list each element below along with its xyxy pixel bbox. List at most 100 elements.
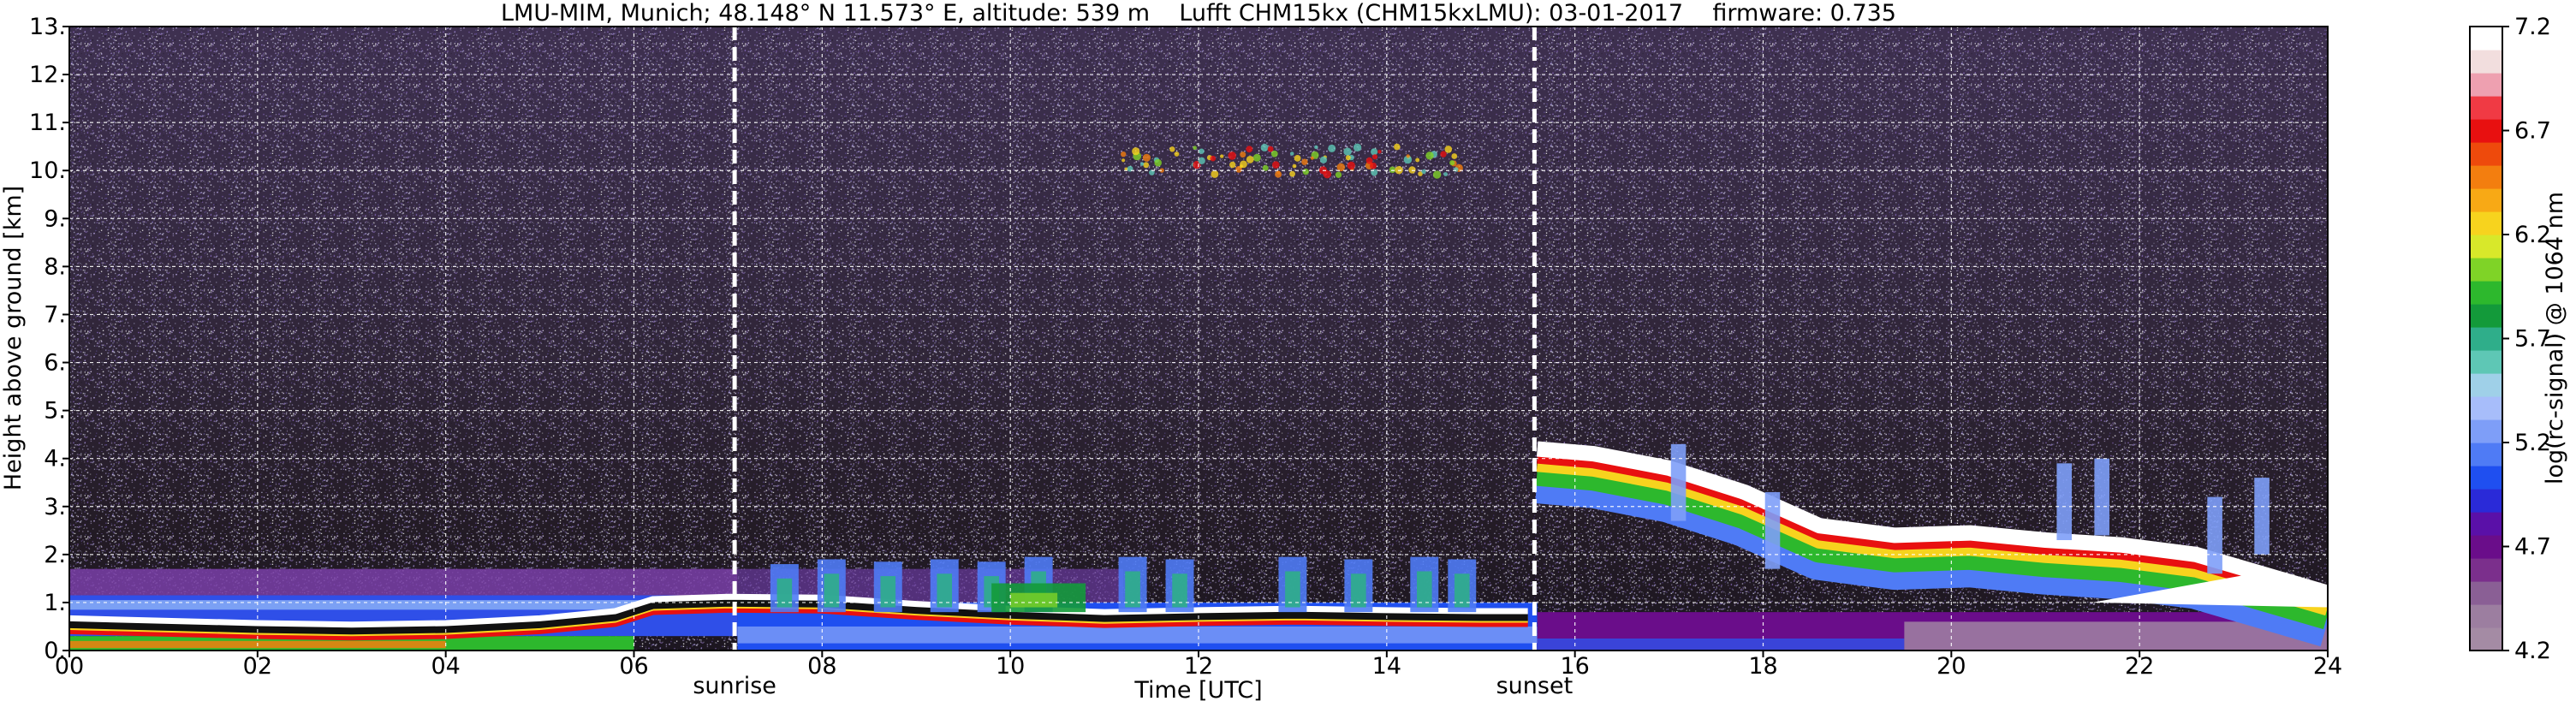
colorbar-segment (2470, 304, 2502, 328)
colorbar-tick-label: 6.2 (2514, 222, 2551, 248)
y-tick-label: 7. (44, 301, 66, 328)
cirrus-dot (1418, 171, 1423, 176)
cirrus-dot (1451, 153, 1458, 159)
colorbar-segment (2470, 165, 2502, 189)
grid-lines (69, 27, 2328, 651)
aerosol-top-band (69, 568, 738, 596)
colorbar-segment (2470, 512, 2502, 536)
cirrus-dot (1142, 153, 1151, 162)
y-tick-label: 5. (44, 398, 66, 425)
cirrus-dot (1159, 168, 1164, 173)
y-tick-label: 9. (44, 205, 66, 232)
plume-core-9 (1351, 573, 1366, 608)
cirrus-dot (1345, 155, 1351, 161)
x-tick-label: 02 (243, 653, 272, 680)
cirrus-dot (1240, 160, 1247, 169)
y-axis-ticks: 0. 1. 2. 3. 4. 5. 6. 7. 8. 9. 10. 11. 12. 13. (29, 14, 69, 664)
cirrus-dot (1169, 146, 1175, 152)
x-tick-label: 20 (1936, 653, 1966, 680)
cirrus-dot (1143, 162, 1150, 169)
x-axis-ticks: 00 02 04 06 08 10 12 14 16 18 20 22 24 (55, 651, 2342, 680)
cirrus-dot (1453, 167, 1459, 172)
colorbar-tick-label: 7.2 (2514, 14, 2551, 40)
colorbar-ticks: 7.2 6.7 6.2 5.7 5.2 4.7 4.2 (2502, 14, 2551, 664)
x-tick-label: 00 (55, 653, 84, 680)
x-tick-label: 22 (2125, 653, 2154, 680)
plume-core-6 (1125, 571, 1140, 608)
x-tick-label: 12 (1184, 653, 1213, 680)
y-tick-label: 2. (44, 542, 66, 568)
y-tick-label: 1. (44, 590, 66, 616)
x-axis-label: Time [UTC] (1133, 677, 1262, 704)
colorbar-segment (2470, 258, 2502, 282)
colorbar-label: log(rc-signal) @ 1064 nm (2542, 192, 2568, 484)
cirrus-dot (1270, 150, 1278, 157)
evening-plume-3 (2094, 458, 2109, 536)
evening-cloud-red (1537, 453, 2328, 608)
colorbar-segment (2470, 373, 2502, 397)
cirrus-dot (1276, 170, 1281, 175)
colorbar-segment (2470, 50, 2502, 74)
colorbar-segment (2470, 142, 2502, 166)
aerosol-evening-blue (1537, 638, 1905, 651)
cirrus-dot (1319, 156, 1328, 163)
cirrus-dot (1406, 154, 1410, 158)
cirrus-dot (1440, 151, 1447, 157)
aerosol-midday-light (737, 626, 1538, 644)
cirrus-dot (1389, 166, 1396, 174)
cirrus-dot (1272, 161, 1280, 169)
colorbar-tick-label: 6.7 (2514, 118, 2551, 145)
cirrus-dot (1314, 145, 1318, 150)
colorbar-segment (2470, 535, 2502, 559)
chart-title: LMU-MIM, Munich; 48.148° N 11.573° E, al… (501, 0, 1896, 27)
cirrus-dot (1449, 160, 1455, 166)
x-tick-label: 14 (1372, 653, 1401, 680)
y-tick-label: 6. (44, 350, 66, 377)
evening-cloud-white-mass (2092, 573, 2328, 608)
plume-core-3 (937, 573, 953, 608)
y-tick-label: 11. (29, 110, 66, 136)
y-tick-label: 13. (29, 14, 66, 40)
cirrus-dot (1132, 147, 1140, 156)
sun-marker-label: sunrise (693, 673, 776, 699)
cirrus-dot (1347, 161, 1356, 170)
evening-cloud-white (1536, 441, 2328, 601)
plume-core-8 (1285, 571, 1300, 608)
aerosol-light-band (69, 600, 738, 610)
cirrus-dot (1220, 154, 1224, 158)
cirrus-dot (1425, 152, 1434, 160)
colorbar-tick-label: 5.7 (2514, 326, 2551, 353)
cirrus-dot (1149, 169, 1155, 175)
y-tick-label: 8. (44, 253, 66, 280)
y-tick-label: 10. (29, 157, 66, 184)
cirrus-dot (1294, 155, 1301, 162)
y-tick-label: 0. (44, 638, 66, 664)
cirrus-dot (1444, 146, 1453, 153)
evening-plume-4 (2207, 496, 2222, 574)
cirrus-dot (1267, 146, 1274, 152)
cirrus-dot (1371, 148, 1378, 156)
y-tick-label: 4. (44, 446, 66, 472)
cirrus-dot (1246, 146, 1253, 153)
colorbar-segment (2470, 581, 2502, 605)
plume-core-1 (824, 573, 840, 608)
colorbar-tick-label: 4.7 (2514, 534, 2551, 561)
cirrus-dot (1292, 163, 1297, 169)
colorbar-segment (2470, 73, 2502, 97)
cirrus-dot (1229, 161, 1236, 169)
evening-plume-0 (1670, 443, 1687, 521)
y-tick-label: 12. (29, 62, 66, 88)
cirrus-dot (1421, 169, 1426, 175)
cirrus-dot (1199, 148, 1205, 154)
y-tick-label: 3. (44, 494, 66, 520)
cirrus-dot (1228, 152, 1236, 160)
colorbar-segment (2470, 627, 2502, 651)
plume-core-2 (880, 576, 896, 608)
colorbar-segment (2470, 466, 2502, 490)
cirrus-dot (1432, 170, 1442, 179)
cirrus-dot (1403, 155, 1413, 164)
colorbar-segment (2470, 188, 2502, 212)
colorbar-segment (2470, 396, 2502, 420)
cirrus-dot (1353, 143, 1362, 152)
